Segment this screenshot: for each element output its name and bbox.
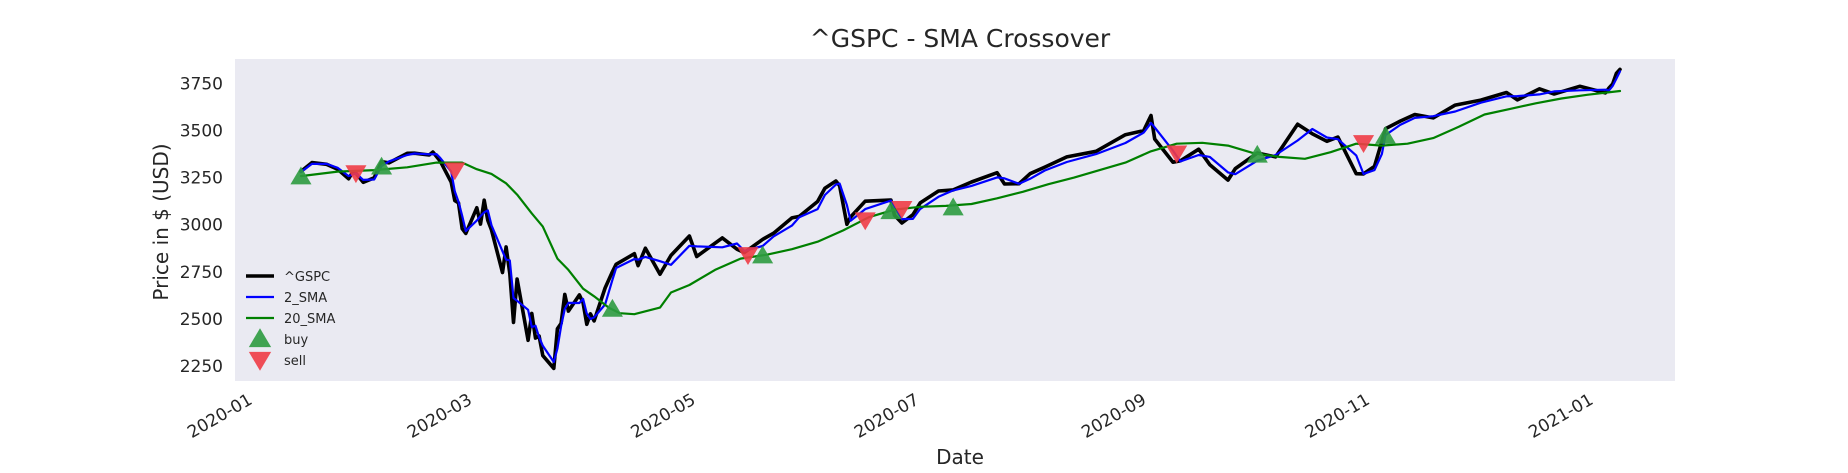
x-tick-label: 2020-07: [851, 390, 923, 443]
sell-marker: [737, 247, 759, 266]
x-tick-label: 2021-01: [1525, 390, 1597, 443]
x-tick-label: 2020-09: [1078, 390, 1150, 443]
x-tick-label: 2020-05: [628, 390, 700, 443]
buy-marker: [880, 201, 902, 220]
y-axis-title: Price in $ (USD): [149, 143, 173, 300]
sell-marker: [891, 201, 913, 219]
sell-marker: [1166, 145, 1188, 164]
y-tick-label: 3500: [180, 122, 223, 142]
sell-marker: [444, 162, 466, 181]
sell-marker: [345, 165, 367, 184]
x-axis-ticks: 2020-01 2020-03 2020-05 2020-07 2020-09 2020-…: [184, 390, 1597, 443]
y-tick-label: 2500: [180, 310, 223, 330]
legend-label: ^GSPC: [284, 270, 330, 285]
legend-swatch: [248, 351, 272, 371]
legend-label: 20_SMA: [284, 312, 336, 327]
y-tick-label: 3250: [180, 169, 223, 189]
buy-marker: [601, 298, 623, 317]
x-axis-title: Date: [936, 445, 984, 469]
buy-marker: [942, 197, 964, 216]
plot-area: [235, 59, 1675, 381]
x-tick-label: 2020-03: [404, 390, 476, 443]
buy-marker: [290, 166, 312, 185]
series-line-gspc: [299, 67, 1622, 371]
x-tick-label: 2020-11: [1302, 390, 1374, 443]
chart-title: ^GSPC - SMA Crossover: [810, 24, 1111, 53]
y-tick-label: 2250: [180, 357, 223, 377]
legend-swatch: [248, 328, 272, 348]
y-tick-label: 3000: [180, 216, 223, 236]
buy-marker: [752, 245, 774, 264]
legend-label: buy: [284, 333, 308, 348]
y-axis-ticks: 2250 2500 2750 3000 3250 3500 3750: [180, 74, 223, 376]
x-tick-label: 2020-01: [184, 390, 256, 443]
legend-label: 2_SMA: [284, 291, 327, 306]
buy-marker: [371, 156, 393, 175]
signal-markers: [290, 126, 1397, 317]
y-tick-label: 2750: [180, 263, 223, 283]
buy-marker: [1374, 126, 1397, 144]
series-line-2sma: [299, 70, 1622, 364]
y-tick-label: 3750: [180, 74, 223, 94]
legend-label: sell: [284, 354, 306, 369]
sell-marker: [1353, 135, 1375, 153]
buy-marker: [1246, 144, 1268, 163]
sell-marker: [854, 212, 876, 231]
